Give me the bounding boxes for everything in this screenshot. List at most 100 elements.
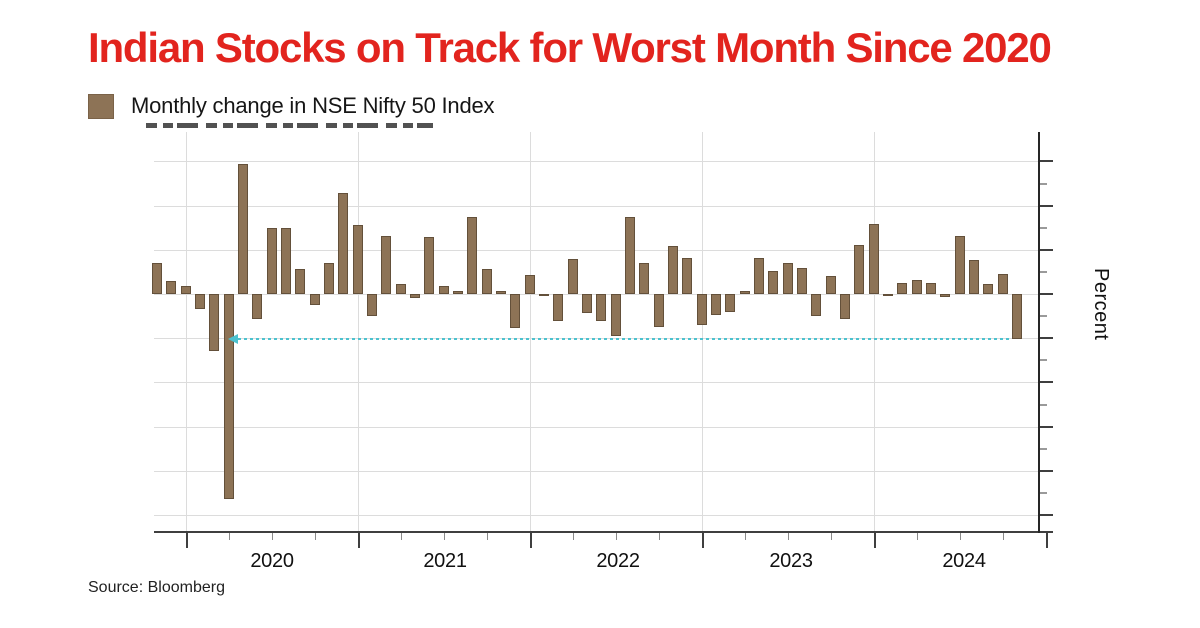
bar: [223, 294, 234, 500]
x-axis-year-label: 2020: [250, 550, 294, 572]
bar: [495, 291, 506, 294]
bar: [252, 294, 263, 319]
bar: [696, 294, 707, 325]
bar: [925, 283, 936, 294]
x-tick-major: [529, 533, 532, 548]
bar: [667, 246, 678, 294]
bar: [194, 294, 205, 310]
x-tick-minor: [787, 533, 789, 540]
bar: [209, 294, 220, 351]
y-tick-major: [1040, 248, 1053, 251]
bar: [983, 284, 994, 294]
bar: [639, 263, 650, 294]
bar: [280, 227, 291, 294]
bar: [352, 225, 363, 294]
y-tick-major: [1040, 425, 1053, 428]
bar: [710, 294, 721, 316]
y-tick-major: [1040, 293, 1053, 295]
bar: [409, 294, 420, 298]
x-tick-minor: [572, 533, 574, 540]
h-gridline: [154, 161, 1039, 163]
legend-swatch-icon: [88, 93, 114, 119]
y-tick-minor: [1040, 491, 1047, 494]
worst-since-2020-dotted-line: [238, 338, 1012, 341]
bar: [510, 294, 521, 329]
y-tick-major: [1040, 469, 1053, 472]
bar: [825, 276, 836, 294]
year-gridline: [873, 132, 875, 532]
bar: [854, 245, 865, 294]
year-gridline: [701, 132, 703, 532]
x-axis-year-label: 2021: [423, 550, 467, 572]
left-arrow-head-icon: [228, 334, 238, 345]
bar: [968, 259, 979, 294]
h-gridline: [154, 205, 1039, 207]
bar: [739, 291, 750, 294]
y-tick-major: [1040, 514, 1053, 516]
x-tick-minor: [615, 533, 617, 540]
chart-title: Indian Stocks on Track for Worst Month S…: [88, 24, 1052, 71]
h-gridline: [154, 382, 1039, 384]
bar: [610, 294, 621, 337]
y-tick-major: [1040, 204, 1053, 207]
x-tick-minor: [916, 533, 918, 540]
x-tick-minor: [744, 533, 746, 540]
x-tick-minor: [486, 533, 488, 540]
clipped-text-artifact: [146, 123, 433, 128]
bar: [811, 294, 822, 317]
bar: [553, 294, 564, 322]
year-gridline: [185, 132, 187, 532]
x-tick-minor: [314, 533, 316, 540]
bar: [452, 291, 463, 294]
year-gridline: [357, 132, 359, 532]
x-tick-minor: [830, 533, 832, 540]
bar: [624, 217, 635, 294]
bar: [166, 280, 177, 294]
x-tick-minor: [1002, 533, 1004, 540]
bar: [581, 294, 592, 313]
bar: [839, 294, 850, 319]
x-tick-minor: [658, 533, 660, 540]
bar: [467, 217, 478, 294]
y-tick-minor: [1040, 447, 1047, 450]
bar: [424, 236, 435, 294]
bar: [524, 274, 535, 294]
bar: [180, 286, 191, 294]
x-tick-minor: [228, 533, 230, 540]
bar: [796, 268, 807, 294]
bar: [309, 294, 320, 305]
x-tick-major: [873, 533, 876, 548]
bar: [782, 263, 793, 294]
h-gridline: [154, 470, 1039, 472]
bar: [237, 164, 248, 294]
bar: [266, 227, 277, 294]
y-tick-minor: [1040, 270, 1047, 273]
x-tick-minor: [271, 533, 273, 540]
source-label: Source: Bloomberg: [88, 579, 225, 596]
bar: [940, 294, 951, 297]
bar: [897, 283, 908, 294]
bar: [682, 257, 693, 294]
x-tick-major: [1045, 533, 1048, 548]
bar: [366, 294, 377, 317]
bar: [653, 294, 664, 327]
bar: [753, 257, 764, 294]
bar: [295, 269, 306, 294]
x-axis-year-label: 2023: [769, 550, 813, 572]
bar: [868, 224, 879, 294]
x-tick-major: [701, 533, 704, 548]
bar: [768, 271, 779, 294]
bar: [882, 294, 893, 296]
year-gridline: [529, 132, 531, 532]
bar: [323, 263, 334, 294]
bar: [395, 284, 406, 294]
plot-area: [151, 132, 1039, 532]
bar: [911, 279, 922, 294]
legend-label: Monthly change in NSE Nifty 50 Index: [131, 93, 495, 118]
bar: [997, 273, 1008, 294]
bar: [481, 269, 492, 294]
y-axis-title: Percent: [1090, 268, 1112, 341]
x-tick-minor: [443, 533, 445, 540]
h-gridline: [154, 515, 1039, 516]
